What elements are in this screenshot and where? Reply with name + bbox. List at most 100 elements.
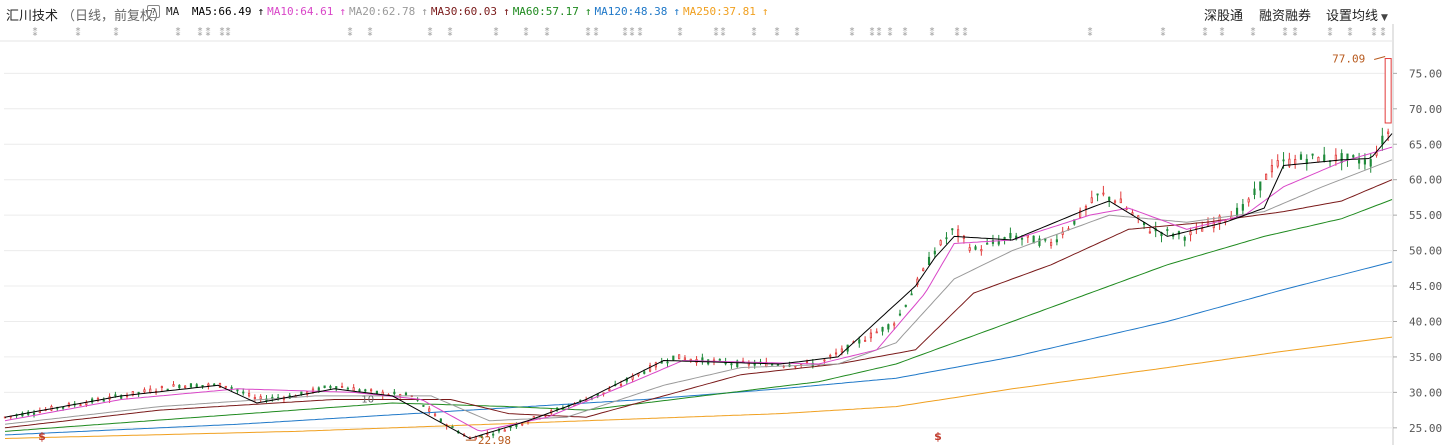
ma-legend-ma250: MA250:37.81 bbox=[683, 5, 756, 18]
event-marker-icon[interactable]: ⁑ bbox=[1381, 26, 1386, 39]
ma-settings-button[interactable]: 设置均线 ▼ bbox=[1326, 5, 1388, 24]
stock-title: 汇川技术 （日线，前复权） bbox=[6, 5, 166, 24]
shenggutong-button[interactable]: 深股通 bbox=[1204, 5, 1243, 24]
y-tick-label: 55.00 bbox=[1409, 209, 1442, 222]
event-marker-icon[interactable]: ⁑ bbox=[630, 26, 635, 39]
candle-body bbox=[666, 361, 669, 364]
candle-body bbox=[207, 383, 210, 386]
up-arrow-icon: ↑ bbox=[339, 5, 346, 18]
dividend-marker-icon[interactable]: $ bbox=[934, 430, 942, 443]
candle-body bbox=[201, 385, 204, 387]
candle-body bbox=[509, 426, 512, 429]
candle-body bbox=[311, 388, 315, 393]
event-marker-icon[interactable]: ⁑ bbox=[114, 26, 119, 39]
candle-body bbox=[306, 391, 309, 395]
event-marker-icon[interactable]: ⁑ bbox=[955, 26, 960, 39]
candle-body bbox=[404, 392, 408, 396]
event-marker-icon[interactable]: ⁑ bbox=[678, 26, 683, 39]
event-marker-icon[interactable]: ⁑ bbox=[1293, 26, 1298, 39]
candle-body bbox=[608, 388, 611, 392]
candle-body bbox=[1387, 131, 1390, 134]
candle-body bbox=[323, 385, 326, 388]
candle-body bbox=[370, 389, 373, 392]
event-marker-icon[interactable]: ⁑ bbox=[206, 26, 211, 39]
candle-body bbox=[352, 387, 355, 392]
ma120-line bbox=[4, 261, 1393, 436]
event-marker-icon[interactable]: ⁑ bbox=[850, 26, 855, 39]
event-marker-icon[interactable]: ⁑ bbox=[1251, 26, 1256, 39]
candle-body bbox=[794, 365, 797, 368]
event-marker-icon[interactable]: ⁑ bbox=[877, 26, 882, 39]
event-marker-icon[interactable]: ⁑ bbox=[795, 26, 800, 39]
candle-body bbox=[247, 392, 251, 397]
candle-body bbox=[1096, 193, 1099, 196]
dividend-marker-icon[interactable]: $ bbox=[38, 430, 46, 443]
candle-body bbox=[643, 371, 646, 374]
candle-body bbox=[1026, 235, 1029, 238]
event-marker-icon[interactable]: ⁑ bbox=[586, 26, 591, 39]
event-marker-icon[interactable]: ⁑ bbox=[524, 26, 529, 39]
event-marker-icon[interactable]: ⁑ bbox=[1088, 26, 1093, 39]
event-marker-icon[interactable]: ⁑ bbox=[963, 26, 968, 39]
event-marker-icon[interactable]: ⁑ bbox=[638, 26, 643, 39]
event-marker-icon[interactable]: ⁑ bbox=[33, 26, 38, 39]
event-marker-icon[interactable]: ⁑ bbox=[176, 26, 181, 39]
candle-body bbox=[79, 404, 82, 407]
up-arrow-icon: ↑ bbox=[584, 5, 592, 18]
candle-body bbox=[137, 391, 140, 394]
event-marker-icon[interactable]: ⁑ bbox=[1220, 26, 1225, 39]
event-marker-icon[interactable]: ⁑ bbox=[752, 26, 757, 39]
event-marker-icon[interactable]: ⁑ bbox=[220, 26, 225, 39]
event-marker-icon[interactable]: ⁑ bbox=[775, 26, 780, 39]
candle-body bbox=[1363, 159, 1366, 165]
event-marker-icon[interactable]: ⁑ bbox=[714, 26, 719, 39]
event-marker-icon[interactable]: ⁑ bbox=[721, 26, 726, 39]
event-marker-icon[interactable]: ⁑ bbox=[1203, 26, 1208, 39]
candle-body bbox=[939, 240, 942, 246]
event-marker-icon[interactable]: ⁑ bbox=[930, 26, 935, 39]
candle-body bbox=[114, 394, 117, 397]
candle-body bbox=[869, 332, 872, 339]
event-marker-icon[interactable]: ⁑ bbox=[198, 26, 203, 39]
event-marker-icon[interactable]: ⁑ bbox=[1348, 26, 1353, 39]
event-marker-icon[interactable]: ⁑ bbox=[448, 26, 453, 39]
candle-body bbox=[1369, 159, 1372, 167]
candle-body bbox=[1270, 165, 1274, 173]
event-marker-icon[interactable]: ⁑ bbox=[545, 26, 550, 39]
event-marker-icon[interactable]: ⁑ bbox=[1283, 26, 1288, 39]
event-marker-icon[interactable]: ⁑ bbox=[870, 26, 875, 39]
candle-body bbox=[1090, 197, 1093, 203]
candle-body bbox=[753, 363, 756, 366]
event-marker-icon[interactable]: ⁑ bbox=[226, 26, 231, 39]
candle-body bbox=[904, 304, 907, 307]
event-marker-icon[interactable]: ⁑ bbox=[903, 26, 908, 39]
event-marker-icon[interactable]: ⁑ bbox=[1372, 26, 1377, 39]
candlestick-chart[interactable]: 75.00 70.00 65.00 60.00 55.00 50.00 45.00 40.00… bbox=[0, 24, 1448, 445]
event-marker-icon[interactable]: ⁑ bbox=[1328, 26, 1333, 39]
candle-body bbox=[974, 246, 977, 250]
candle-body bbox=[881, 326, 884, 332]
event-marker-icon[interactable]: ⁑ bbox=[368, 26, 373, 39]
event-marker-icon[interactable]: ⁑ bbox=[348, 26, 353, 39]
event-marker-icon[interactable]: ⁑ bbox=[623, 26, 628, 39]
candle-body bbox=[329, 386, 332, 389]
y-tick-label: 30.00 bbox=[1409, 386, 1442, 399]
y-tick-label: 45.00 bbox=[1409, 280, 1442, 293]
up-arrow-icon: ↑ bbox=[503, 5, 510, 18]
candle-body bbox=[85, 402, 88, 405]
event-marker-icon[interactable]: ⁑ bbox=[594, 26, 599, 39]
event-marker-icon[interactable]: ⁑ bbox=[428, 26, 433, 39]
help-icon[interactable]: ? bbox=[147, 5, 160, 18]
event-marker-icon[interactable]: ⁑ bbox=[888, 26, 893, 39]
candle-body bbox=[1282, 159, 1285, 162]
event-marker-icon[interactable]: ⁑ bbox=[76, 26, 81, 39]
candle-body bbox=[230, 387, 233, 389]
candle-body bbox=[823, 359, 826, 362]
ma-label: MA bbox=[166, 5, 180, 18]
candle-body bbox=[474, 436, 477, 440]
candle-body bbox=[189, 383, 193, 388]
candle-body bbox=[893, 323, 896, 326]
event-marker-icon[interactable]: ⁑ bbox=[494, 26, 499, 39]
margin-trading-button[interactable]: 融资融券 bbox=[1259, 5, 1311, 24]
event-marker-icon[interactable]: ⁑ bbox=[1161, 26, 1166, 39]
